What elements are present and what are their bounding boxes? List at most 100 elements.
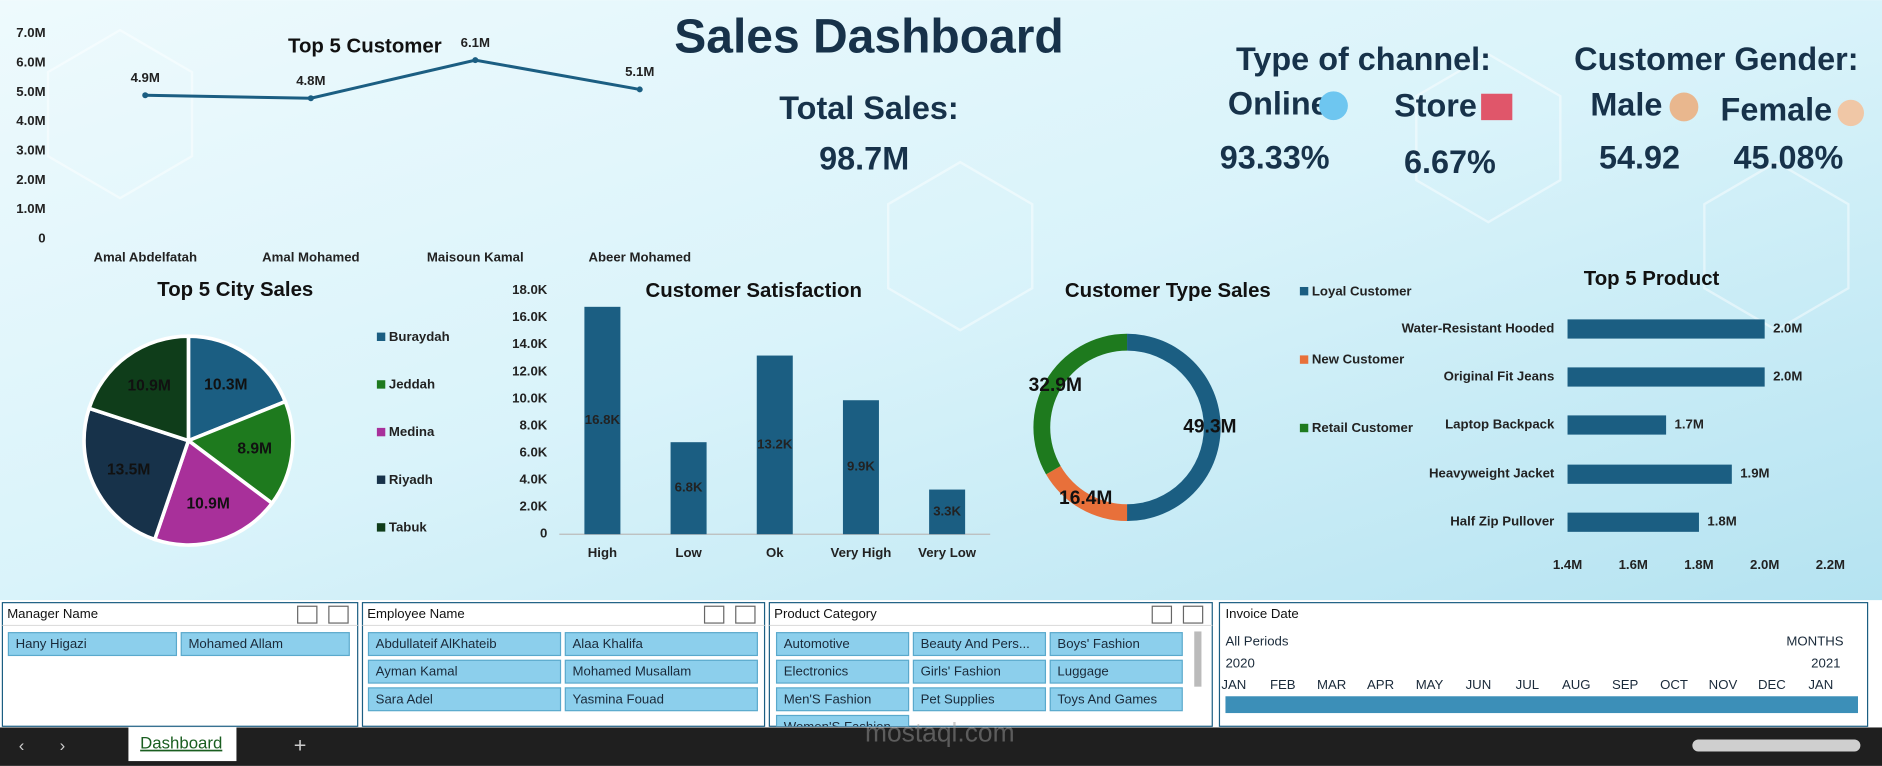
slice [82, 406, 191, 542]
data-label: 3.3K [933, 503, 961, 518]
y-tick-label: 0 [540, 526, 547, 541]
kpi-label: Store [1394, 88, 1477, 124]
y-tick-label: Water-Resistant Hooded [1402, 320, 1555, 335]
slicer-title: Product Category [774, 606, 877, 621]
slicer-item-label: Pet Supplies [921, 691, 995, 706]
x-tick-label: Low [675, 545, 702, 560]
slicer-item[interactable] [564, 659, 758, 684]
y-tick-label: 12.0K [512, 363, 548, 378]
slicer-item[interactable] [180, 632, 350, 657]
slicer-items: Automotive Beauty And Pers... Boys' Fashio… [775, 632, 1183, 738]
nav-next[interactable]: › [60, 736, 66, 755]
slicer-item[interactable] [775, 714, 910, 738]
slicer-item[interactable] [912, 632, 1047, 657]
slicer-item-label: Hany Higazi [16, 636, 87, 651]
y-tick-label: 2.0K [519, 499, 547, 514]
y-tick-label: 4.0M [16, 113, 45, 128]
kpi-label: Type of channel: [1236, 41, 1491, 77]
scrollbar[interactable] [1692, 739, 1861, 752]
slicer-item[interactable] [775, 632, 910, 657]
timeline-year: 2021 [1811, 655, 1840, 670]
sheet-bar [0, 727, 1882, 766]
data-label: 32.9M [1029, 375, 1082, 396]
legend-swatch [376, 427, 386, 437]
timeline-month: JUN [1466, 677, 1492, 692]
data-label: 6.8K [675, 480, 703, 495]
add-sheet[interactable]: + [294, 732, 307, 757]
bar [929, 489, 966, 535]
data-label: 5.1M [625, 64, 654, 79]
slicer-item-label: Alaa Khalifa [573, 636, 644, 651]
slicer-scrollbar [1194, 631, 1202, 687]
slicer-item-label: Boys' Fashion [1057, 636, 1139, 651]
slice [1046, 465, 1128, 522]
slicer-item-label: Toys And Games [1057, 691, 1157, 706]
data-label: 2.0M [1773, 320, 1802, 335]
x-tick-label: High [588, 545, 617, 560]
slicer-item[interactable] [775, 659, 910, 684]
slicer-item[interactable] [912, 659, 1047, 684]
chart-title: Top 5 Product [1584, 268, 1720, 290]
data-label: 49.3M [1183, 416, 1236, 437]
slicer-item[interactable] [564, 687, 758, 712]
chart-title: Top 5 City Sales [157, 279, 313, 301]
slicer-item[interactable] [7, 632, 178, 657]
slicer-item-label: Sara Adel [376, 691, 433, 706]
data-label: 6.1M [461, 35, 490, 50]
legend-swatch [1299, 286, 1309, 296]
nav-prev[interactable]: ‹ [19, 736, 25, 755]
slicer-item[interactable] [775, 687, 910, 712]
slicer-item[interactable] [367, 687, 562, 712]
timeline-unit[interactable]: MONTHS [1786, 634, 1843, 649]
slicer-item[interactable] [912, 687, 1047, 712]
timeline-month: NOV [1709, 677, 1738, 692]
timeline-month: JUL [1516, 677, 1539, 692]
legend-label: Riyadh [389, 472, 433, 487]
slicer-item[interactable] [1049, 687, 1183, 712]
bar [1567, 367, 1765, 387]
slice [184, 399, 295, 506]
legend-swatch [1299, 423, 1309, 433]
multi-select[interactable] [703, 605, 725, 624]
clear-filter[interactable] [735, 605, 756, 624]
x-tick-label: 2.0M [1750, 557, 1779, 572]
bar [756, 355, 793, 535]
store-icon [1481, 93, 1513, 121]
slicer-item-label: Ayman Kamal [376, 664, 458, 679]
slicer-item[interactable] [1049, 659, 1183, 684]
kpi-value: 98.7M [819, 141, 909, 177]
slicer-item[interactable] [367, 632, 562, 657]
slicer-box [1, 602, 359, 727]
timeline-title: Invoice Date [1225, 606, 1298, 621]
sheet-tab-label: Dashboard [140, 734, 222, 753]
y-tick-label: 2.0M [16, 172, 45, 187]
x-tick-label: Amal Abdelfatah [93, 250, 197, 265]
bar [1567, 512, 1699, 532]
clear-filter[interactable] [328, 605, 349, 624]
slicer-item[interactable] [367, 659, 562, 684]
slicer-item-label: Women'S Fashion [784, 719, 891, 734]
x-tick-label: 1.8M [1684, 557, 1713, 572]
dashboard-title: Sales Dashboard [674, 10, 1063, 63]
clear-filter[interactable] [1182, 605, 1204, 624]
slicer-title: Employee Name [367, 606, 464, 621]
bar [670, 442, 707, 535]
kpi-label: Female [1721, 91, 1833, 127]
slice [1127, 333, 1221, 522]
chart-title: Customer Satisfaction [646, 280, 862, 302]
y-tick-label: 1.0M [16, 201, 45, 216]
timeline-bar[interactable] [1225, 696, 1858, 714]
charts: Top 5 Customer 0 1.0M 2.0M 3.0M 4.0M 5.0M 6.0M 7… [16, 25, 1845, 572]
sheet-tab[interactable] [128, 727, 237, 762]
data-label: 13.2K [757, 436, 793, 451]
multi-select[interactable] [297, 605, 318, 624]
slicer-item[interactable] [1049, 632, 1183, 657]
x-tick-label: Very High [831, 545, 892, 560]
bar [842, 400, 879, 535]
kpi-label: Male [1590, 87, 1662, 123]
slicer-item[interactable] [564, 632, 758, 657]
bar [584, 306, 621, 535]
y-tick-label: 7.0M [16, 25, 45, 40]
data-label: 10.9M [127, 378, 170, 395]
multi-select[interactable] [1151, 605, 1173, 624]
